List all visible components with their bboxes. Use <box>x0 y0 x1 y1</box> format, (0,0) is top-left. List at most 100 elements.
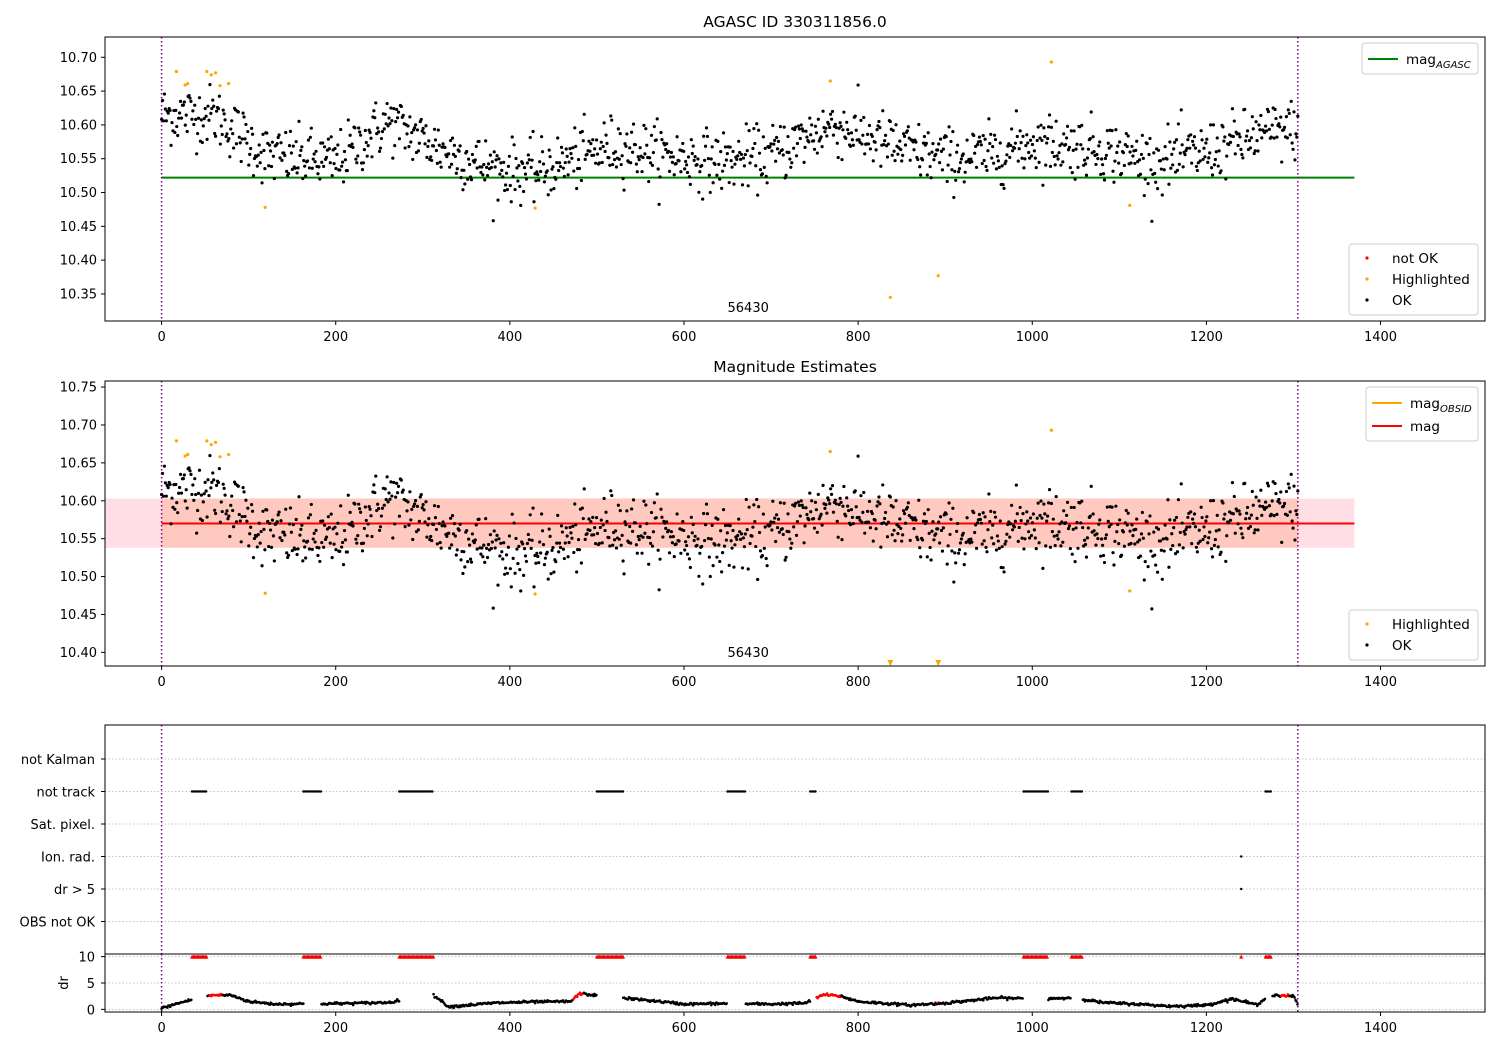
ok-point <box>1153 171 1157 175</box>
ok-point <box>750 154 754 159</box>
ok-point <box>667 169 672 173</box>
ok-point <box>1206 160 1210 164</box>
ok-point <box>828 125 832 130</box>
ok-point <box>252 536 257 541</box>
ok-point <box>177 485 182 490</box>
ok-point <box>1163 523 1167 527</box>
ok-point <box>679 170 683 174</box>
highlighted-point <box>888 295 892 299</box>
flag-point <box>602 790 606 793</box>
dr-point <box>1138 1004 1141 1007</box>
ok-point <box>401 488 405 492</box>
ok-point <box>706 536 710 541</box>
ok-point <box>423 142 427 146</box>
ok-point <box>466 177 470 181</box>
ok-point <box>840 538 844 542</box>
flag-point <box>304 790 307 793</box>
ok-point <box>900 159 904 163</box>
ok-point <box>237 512 241 517</box>
ok-point <box>566 173 570 177</box>
ok-point <box>744 497 748 502</box>
ok-point <box>1140 510 1144 515</box>
ok-point <box>228 534 232 539</box>
ok-point <box>1291 147 1295 151</box>
y-tick-label: 10.45 <box>60 220 97 235</box>
ok-point <box>417 519 421 523</box>
flag-point <box>399 790 403 793</box>
ok-point <box>438 540 442 545</box>
flag-point <box>408 790 411 793</box>
ok-point <box>934 152 938 156</box>
ok-point <box>518 184 522 188</box>
ok-point <box>330 556 334 560</box>
ok-point <box>978 517 982 521</box>
ok-point <box>958 541 963 545</box>
flag-point <box>199 790 202 793</box>
ok-point <box>360 549 365 553</box>
ok-point <box>709 157 713 161</box>
ok-point <box>1112 563 1116 567</box>
ok-point <box>823 506 827 510</box>
ok-point <box>585 532 589 536</box>
ok-point <box>543 556 547 560</box>
ok-point <box>1152 151 1156 155</box>
ok-point <box>1023 157 1027 161</box>
ok-point <box>1053 163 1057 167</box>
ok-point <box>449 543 454 547</box>
ok-point <box>214 483 219 487</box>
ok-point <box>572 550 576 555</box>
ok-point <box>430 538 434 543</box>
ok-point <box>954 178 958 182</box>
ok-point <box>200 140 204 145</box>
ok-point <box>230 119 234 123</box>
ok-point <box>307 547 312 551</box>
ok-point <box>849 131 854 135</box>
ok-point <box>684 543 689 548</box>
ok-point <box>335 532 339 536</box>
ok-point <box>1146 565 1150 569</box>
ok-point <box>838 121 842 125</box>
ok-point <box>602 496 606 501</box>
ok-point <box>1022 166 1026 170</box>
ok-point <box>1292 484 1296 488</box>
ok-point <box>940 168 945 172</box>
flag-category-label: Ion. rad. <box>41 851 95 866</box>
flag-point <box>204 790 208 793</box>
ok-point <box>863 152 867 156</box>
ok-point <box>1092 150 1096 154</box>
ok-point <box>853 114 857 118</box>
ok-point <box>387 491 391 495</box>
ok-point <box>510 512 514 516</box>
ok-point <box>387 116 391 120</box>
ok-point <box>1167 182 1171 186</box>
ok-point <box>1100 163 1105 167</box>
ok-point <box>488 533 493 537</box>
ok-point <box>1026 141 1030 145</box>
ok-point <box>652 125 656 129</box>
ok-point <box>1232 494 1236 499</box>
ok-point <box>986 528 990 532</box>
ok-point <box>506 164 511 168</box>
ok-point <box>413 499 418 503</box>
ok-point <box>1147 152 1151 157</box>
flag-point <box>305 790 309 793</box>
ok-point <box>1016 539 1020 543</box>
ok-point <box>631 498 636 502</box>
ok-point <box>195 531 199 535</box>
ok-point <box>927 152 931 156</box>
ok-point <box>207 493 211 498</box>
ok-point <box>1290 519 1294 523</box>
ok-point <box>247 544 251 548</box>
ok-point <box>1016 159 1020 163</box>
ok-point <box>475 166 479 170</box>
ok-point <box>624 523 628 527</box>
highlighted-point <box>209 73 213 77</box>
y-tick-label: 10.70 <box>60 418 97 433</box>
ok-point <box>1200 515 1204 520</box>
ok-point <box>670 160 674 164</box>
ok-point <box>997 165 1001 170</box>
ok-point <box>1024 522 1028 526</box>
ok-point <box>562 556 566 561</box>
ok-point <box>1043 512 1047 516</box>
ok-point <box>453 154 457 158</box>
